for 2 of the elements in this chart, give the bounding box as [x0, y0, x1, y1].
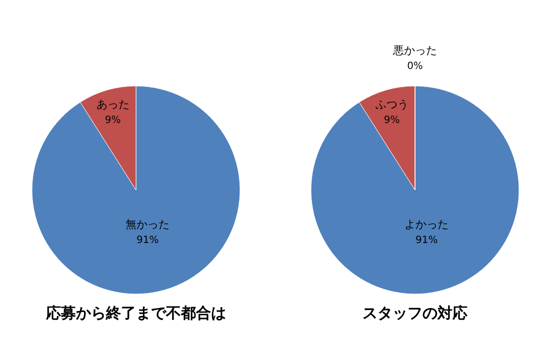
- title: スタッフの対応: [362, 304, 468, 322]
- title: 応募から終了まで不都合は: [46, 304, 226, 322]
